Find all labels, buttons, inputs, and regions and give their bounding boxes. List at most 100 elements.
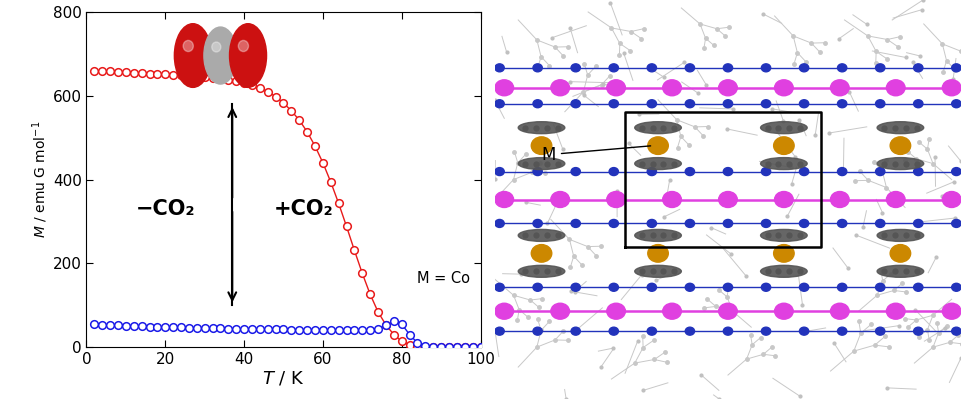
Circle shape <box>606 303 626 319</box>
Ellipse shape <box>518 122 565 134</box>
Circle shape <box>609 100 619 108</box>
Ellipse shape <box>760 158 807 170</box>
Circle shape <box>837 64 847 72</box>
Circle shape <box>761 100 771 108</box>
Ellipse shape <box>230 24 266 87</box>
Circle shape <box>875 283 885 291</box>
Circle shape <box>724 100 732 108</box>
Circle shape <box>685 219 695 227</box>
Circle shape <box>533 283 542 291</box>
Text: +CO₂: +CO₂ <box>273 199 333 219</box>
Circle shape <box>830 80 850 96</box>
Circle shape <box>685 283 695 291</box>
Circle shape <box>837 327 847 335</box>
Circle shape <box>663 303 681 319</box>
Circle shape <box>663 80 681 96</box>
Circle shape <box>685 327 695 335</box>
Ellipse shape <box>877 265 924 277</box>
Circle shape <box>830 192 850 207</box>
Circle shape <box>495 168 505 176</box>
Ellipse shape <box>518 229 565 241</box>
Circle shape <box>495 327 505 335</box>
Circle shape <box>571 100 580 108</box>
Text: −CO₂: −CO₂ <box>136 199 195 219</box>
Circle shape <box>800 283 809 291</box>
Circle shape <box>495 192 513 207</box>
Circle shape <box>761 327 771 335</box>
Circle shape <box>533 219 542 227</box>
Circle shape <box>774 245 794 262</box>
Text: M = Co: M = Co <box>417 271 471 286</box>
Circle shape <box>914 100 923 108</box>
Circle shape <box>609 64 619 72</box>
Circle shape <box>914 64 923 72</box>
Circle shape <box>495 80 513 96</box>
Circle shape <box>875 64 885 72</box>
Circle shape <box>551 80 570 96</box>
Ellipse shape <box>877 158 924 170</box>
Circle shape <box>914 327 923 335</box>
Circle shape <box>533 64 542 72</box>
Ellipse shape <box>204 27 237 84</box>
Circle shape <box>685 64 695 72</box>
Circle shape <box>606 80 626 96</box>
Ellipse shape <box>760 122 807 134</box>
Text: M: M <box>542 146 651 164</box>
Circle shape <box>685 100 695 108</box>
Circle shape <box>890 245 911 262</box>
Ellipse shape <box>634 265 681 277</box>
Circle shape <box>647 64 656 72</box>
Circle shape <box>606 192 626 207</box>
Ellipse shape <box>634 158 681 170</box>
Circle shape <box>914 219 923 227</box>
Circle shape <box>875 219 885 227</box>
Circle shape <box>951 64 961 72</box>
Circle shape <box>724 283 732 291</box>
Circle shape <box>775 192 793 207</box>
Circle shape <box>495 100 505 108</box>
Circle shape <box>724 168 732 176</box>
Circle shape <box>571 64 580 72</box>
Circle shape <box>800 64 809 72</box>
Circle shape <box>663 192 681 207</box>
Circle shape <box>774 137 794 154</box>
Circle shape <box>719 303 737 319</box>
Circle shape <box>495 303 513 319</box>
Circle shape <box>571 219 580 227</box>
Circle shape <box>551 303 570 319</box>
Ellipse shape <box>877 229 924 241</box>
Ellipse shape <box>518 265 565 277</box>
Circle shape <box>647 100 656 108</box>
Circle shape <box>719 80 737 96</box>
Y-axis label: $M$ / emu G mol$^{-1}$: $M$ / emu G mol$^{-1}$ <box>30 121 50 238</box>
Circle shape <box>761 219 771 227</box>
Circle shape <box>837 219 847 227</box>
Circle shape <box>800 168 809 176</box>
Circle shape <box>724 327 732 335</box>
Ellipse shape <box>760 229 807 241</box>
Circle shape <box>775 80 793 96</box>
Circle shape <box>800 327 809 335</box>
Circle shape <box>685 168 695 176</box>
Ellipse shape <box>760 265 807 277</box>
Circle shape <box>775 303 793 319</box>
Circle shape <box>571 168 580 176</box>
Circle shape <box>951 219 961 227</box>
Circle shape <box>647 327 656 335</box>
Circle shape <box>761 168 771 176</box>
Circle shape <box>571 283 580 291</box>
Circle shape <box>951 100 961 108</box>
Circle shape <box>914 283 923 291</box>
Circle shape <box>943 192 961 207</box>
Circle shape <box>719 192 737 207</box>
Circle shape <box>837 283 847 291</box>
Circle shape <box>875 100 885 108</box>
Circle shape <box>648 137 668 154</box>
Circle shape <box>914 168 923 176</box>
Circle shape <box>886 192 905 207</box>
Circle shape <box>533 100 542 108</box>
Circle shape <box>647 168 656 176</box>
Circle shape <box>886 80 905 96</box>
Ellipse shape <box>211 42 221 52</box>
Circle shape <box>551 192 570 207</box>
